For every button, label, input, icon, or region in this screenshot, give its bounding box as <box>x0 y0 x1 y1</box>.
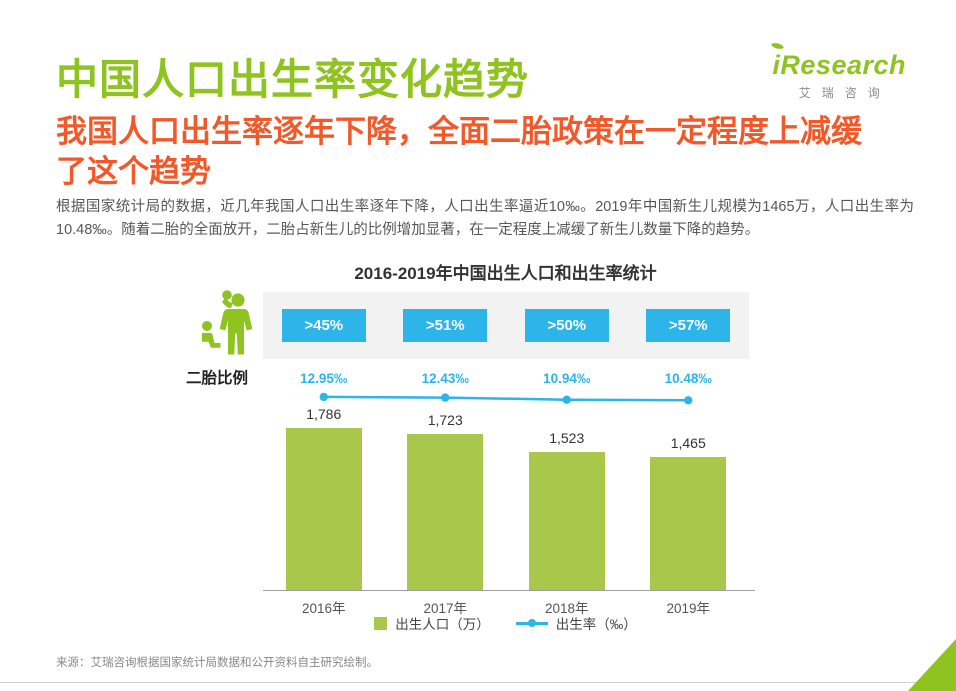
second-child-ratio-chip: >57% <box>646 309 731 342</box>
rate-value-label: 12.43‰ <box>421 371 469 386</box>
birth-rate-point <box>319 392 328 402</box>
second-child-ratio-label: 二胎比例 <box>186 370 249 387</box>
rate-value-label: 10.94‰ <box>543 371 591 386</box>
bar-value-label: 1,786 <box>306 406 342 422</box>
birth-rate-line <box>323 395 689 402</box>
body-paragraph: 根据国家统计局的数据，近几年我国人口出生率逐年下降，人口出生率逼近10‰。201… <box>56 199 914 239</box>
logo-wordmark: iResearch <box>771 40 906 81</box>
headline: 我国人口出生率逐年下降，全面二胎政策在一定程度上减缓了这个趋势 <box>56 114 862 189</box>
logo-subtext: 艾瑞咨询 <box>798 86 891 100</box>
chart-legend: 出生人口（万） 出生率（‰） <box>233 613 778 633</box>
source-note: 来源：艾瑞咨询根据国家统计局数据和公开资料自主研究绘制。 <box>56 657 378 669</box>
legend-item-bar: 出生人口（万） <box>374 613 490 633</box>
birth-rate-point <box>441 393 450 402</box>
second-child-ratio-chip: >45% <box>281 309 366 342</box>
page-title: 中国人口出生率变化趋势 <box>56 56 530 103</box>
line-marker-icon <box>515 618 548 627</box>
birth-population-bar <box>407 434 484 590</box>
x-axis-label: 2018年 <box>544 601 589 616</box>
footer-divider <box>0 682 956 683</box>
birth-rate-point <box>562 395 571 404</box>
birth-population-bar <box>650 457 727 590</box>
iresearch-logo: iResearch 艾瑞咨询 <box>771 40 906 101</box>
rate-value-label: 10.48‰ <box>664 371 712 386</box>
rate-value-label: 12.95‰ <box>300 371 348 386</box>
x-axis-label: 2019年 <box>666 601 711 616</box>
legend-bar-label: 出生人口（万） <box>395 617 490 632</box>
second-child-ratio-chip: >51% <box>403 309 488 342</box>
legend-line-label: 出生率（‰） <box>555 617 637 632</box>
bar-value-label: 1,465 <box>670 435 706 451</box>
x-axis-line <box>263 590 755 591</box>
birth-rate-point <box>684 396 693 405</box>
logo-text: iResearch <box>772 50 906 80</box>
x-axis-label: 2017年 <box>423 601 468 616</box>
bar-value-label: 1,523 <box>549 430 585 446</box>
x-axis-label: 2016年 <box>301 601 346 616</box>
bar-swatch-icon <box>374 616 388 630</box>
birth-population-bar <box>528 452 605 590</box>
bar-value-label: 1,723 <box>427 412 463 428</box>
birth-population-bar <box>285 428 362 590</box>
parent-child-icon <box>202 290 253 355</box>
second-child-ratio-chip: >50% <box>524 309 609 342</box>
legend-item-line: 出生率（‰） <box>515 613 637 633</box>
chart-title: 2016-2019年中国出生人口和出生率统计 <box>354 264 657 283</box>
